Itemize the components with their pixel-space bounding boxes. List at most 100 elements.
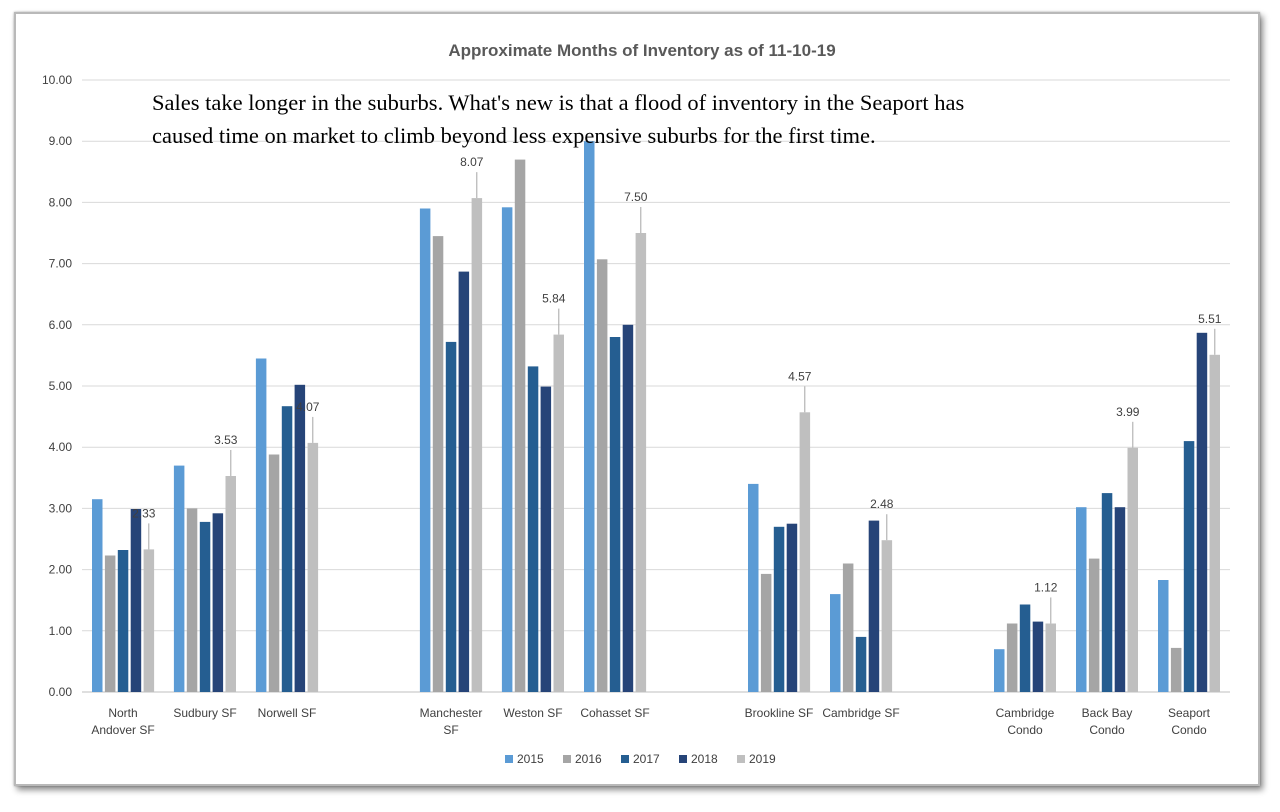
legend-label: 2016 [575, 752, 602, 766]
bars [92, 141, 1220, 693]
category-label: Condo [1171, 723, 1207, 737]
bar-2017 [281, 406, 293, 692]
bar-2017 [1183, 441, 1195, 692]
y-tick-label: 1.00 [49, 624, 73, 638]
bar-2016 [514, 159, 526, 693]
category-label: Weston SF [503, 706, 562, 720]
legend-swatch [505, 755, 513, 763]
chart-frame: Approximate Months of Inventory as of 11… [14, 12, 1260, 786]
bar-2015 [173, 465, 185, 692]
bar-2018 [458, 271, 470, 692]
bar-2017 [117, 550, 129, 692]
legend-swatch [563, 755, 571, 763]
data-label: 8.07 [460, 155, 484, 169]
data-label: 4.57 [788, 369, 812, 383]
data-label: 7.50 [624, 190, 648, 204]
bar-2018 [130, 509, 142, 692]
bar-2017 [609, 337, 621, 692]
bar-2018 [622, 324, 634, 692]
bar-2018 [1196, 332, 1208, 692]
bar-2015 [92, 499, 103, 692]
legend-swatch [679, 755, 687, 763]
data-label: 2.33 [132, 506, 156, 520]
category-label: Cohasset SF [580, 706, 649, 720]
bar-2016 [432, 236, 444, 692]
category-label: Brookline SF [745, 706, 814, 720]
y-tick-label: 7.00 [49, 257, 73, 271]
bar-2018 [1032, 621, 1044, 692]
bar-2016 [760, 573, 772, 692]
bar-2017 [445, 341, 457, 692]
bar-2016 [1170, 647, 1182, 692]
bar-2019 [881, 540, 893, 692]
gridlines [82, 79, 1230, 693]
data-label: 2.48 [870, 497, 894, 511]
bar-2016 [104, 555, 116, 692]
leader-lines [148, 172, 1216, 624]
bar-2017 [855, 636, 867, 692]
y-tick-label: 8.00 [49, 195, 73, 209]
bar-2016 [186, 508, 198, 692]
y-tick-label: 5.00 [49, 379, 73, 393]
legend: 2015 2016 2017 2018 2019 [505, 752, 776, 766]
bar-2016 [1006, 623, 1018, 692]
bar-2018 [868, 520, 880, 692]
data-label: 5.84 [542, 292, 566, 306]
y-tick-label: 10.00 [42, 73, 72, 87]
y-tick-label: 6.00 [49, 318, 73, 332]
bar-2015 [1076, 507, 1087, 692]
data-label: 3.99 [1116, 405, 1140, 419]
category-label: Condo [1007, 723, 1043, 737]
bar-2015 [501, 207, 513, 693]
annotation-line-1: Sales take longer in the suburbs. What's… [152, 90, 964, 115]
bar-2019 [553, 334, 564, 692]
bar-2019 [635, 233, 647, 692]
category-label: Cambridge SF [822, 706, 899, 720]
bar-2019 [799, 412, 811, 692]
bar-2015 [830, 594, 841, 692]
chart: Approximate Months of Inventory as of 11… [42, 41, 1230, 766]
bar-2018 [1114, 507, 1126, 692]
y-tick-label: 4.00 [49, 440, 73, 454]
category-label: North [108, 706, 137, 720]
bar-2016 [268, 454, 280, 692]
bar-2018 [540, 386, 552, 692]
bar-2019 [225, 476, 236, 692]
category-label: Seaport [1168, 706, 1211, 720]
bar-2018 [212, 513, 224, 692]
bar-2016 [842, 563, 854, 692]
bar-2018 [786, 523, 798, 692]
legend-label: 2015 [517, 752, 544, 766]
bar-2019 [307, 442, 319, 692]
y-tick-label: 9.00 [49, 134, 73, 148]
bar-2015 [994, 649, 1005, 692]
bar-2019 [1209, 354, 1220, 692]
bar-2015 [748, 483, 759, 692]
data-label: 3.53 [214, 433, 238, 447]
chart-title: Approximate Months of Inventory as of 11… [448, 41, 835, 60]
bar-2019 [1127, 447, 1138, 692]
category-label: Cambridge [996, 706, 1055, 720]
data-label: 1.12 [1034, 580, 1058, 594]
bar-2015 [584, 141, 595, 692]
bar-2015 [419, 208, 431, 692]
legend-swatch [621, 755, 629, 763]
axes: 0.00 1.00 2.00 3.00 4.00 5.00 6.00 7.00 8.00 9.00… [42, 73, 1211, 737]
legend-label: 2017 [633, 752, 660, 766]
category-label: SF [443, 723, 458, 737]
legend-label: 2019 [749, 752, 776, 766]
bar-2018 [294, 384, 306, 692]
annotation-line-2: caused time on market to climb beyond le… [152, 123, 876, 148]
y-tick-label: 0.00 [49, 685, 73, 699]
bar-2016 [1088, 558, 1100, 692]
bar-2017 [773, 526, 785, 692]
category-label: Condo [1089, 723, 1125, 737]
category-label: Norwell SF [258, 706, 317, 720]
bar-2017 [1019, 604, 1031, 692]
data-label: 4.07 [296, 400, 320, 414]
data-labels: 2.33 3.53 4.07 8.07 5.84 7.50 4.57 2.48 1.12 3.99… [132, 155, 1222, 594]
y-tick-label: 2.00 [49, 563, 73, 577]
y-tick-label: 3.00 [49, 501, 73, 515]
category-label: Back Bay [1082, 706, 1133, 720]
data-label: 5.51 [1198, 312, 1222, 326]
